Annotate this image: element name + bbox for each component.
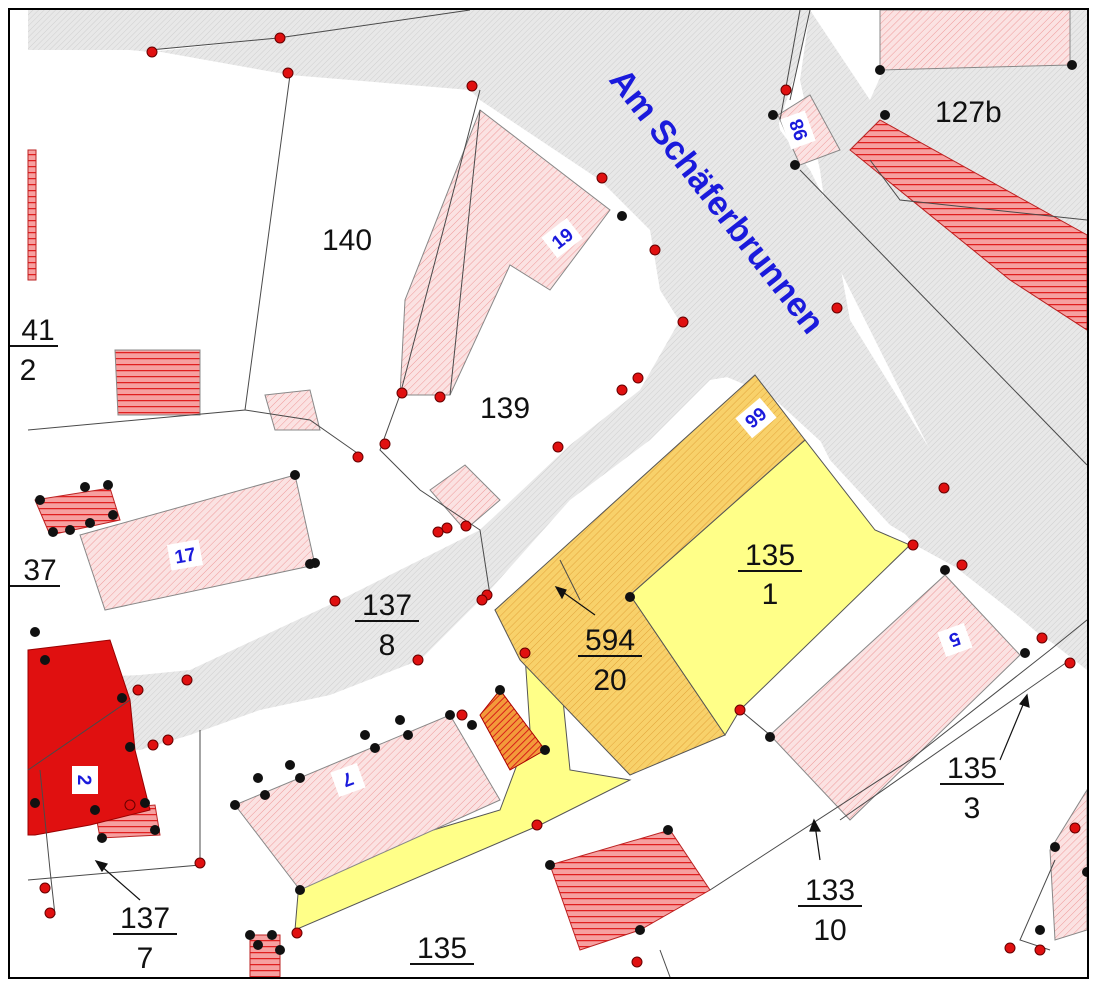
svg-text:7: 7 <box>137 942 154 975</box>
building-right-edge <box>1049 789 1087 941</box>
building-19 <box>399 109 611 396</box>
building-mid-small <box>429 464 501 531</box>
svg-text:3: 3 <box>964 792 981 825</box>
svg-text:2: 2 <box>20 354 37 387</box>
cadastral-map[interactable]: 19 98 66 17 5 7 2 Am Schäferbrunnen 1 <box>10 10 1087 977</box>
parcel-label-135-3: 135 3 <box>940 752 1004 825</box>
reference-arrows <box>94 586 1030 901</box>
building-top-right <box>879 10 1071 71</box>
house-number-2: 2 <box>73 775 94 786</box>
building-bottom-mid <box>549 829 711 951</box>
road-top <box>28 10 1087 665</box>
buildings-red-hatched <box>27 119 1087 977</box>
house-number-17: 17 <box>173 544 197 568</box>
svg-text:8: 8 <box>379 629 396 662</box>
parcel-label-127b: 127b <box>935 96 1002 129</box>
svg-text:135: 135 <box>417 932 467 965</box>
road-left-upper <box>28 10 470 50</box>
road-main-diagonal <box>28 10 1087 750</box>
parcel-label-37-left: 37 <box>23 554 56 587</box>
building-2-internal-line <box>27 699 131 771</box>
parcel-label-41-left: 41 2 <box>10 314 58 387</box>
svg-text:41: 41 <box>21 314 54 347</box>
svg-text:137: 137 <box>362 589 412 622</box>
svg-text:137: 137 <box>120 902 170 935</box>
building-2-solid <box>27 639 151 836</box>
svg-text:20: 20 <box>593 664 626 697</box>
svg-text:594: 594 <box>585 624 635 657</box>
parcel-594-20-area <box>494 374 806 776</box>
svg-text:3: 3 <box>434 972 451 977</box>
parcel-label-139: 139 <box>480 392 530 425</box>
svg-text:135: 135 <box>947 752 997 785</box>
cadastral-map-frame: 19 98 66 17 5 7 2 Am Schäferbrunnen 1 <box>8 8 1089 979</box>
building-bottom-small <box>249 934 281 977</box>
parcel-label-140: 140 <box>322 224 372 257</box>
building-127b <box>849 119 1087 331</box>
building-left-square <box>114 349 201 416</box>
parcel-label-594-20: 594 20 <box>578 624 642 697</box>
parcel-label-135-1: 135 1 <box>738 539 802 611</box>
boundary-points-red <box>39 32 1081 968</box>
svg-text:1: 1 <box>762 578 779 611</box>
svg-text:135: 135 <box>745 539 795 572</box>
house-number-labels: 19 98 66 17 5 7 2 <box>72 110 973 798</box>
parcel-label-137-7: 137 7 <box>113 902 177 975</box>
parcel-labels: 127b 140 139 135 1 594 20 137 8 135 3 13… <box>10 96 1004 977</box>
boundary-points-black <box>30 60 1087 955</box>
highlighted-parcels <box>294 374 911 931</box>
parcel-label-133-10: 133 10 <box>798 874 862 947</box>
building-small-mid <box>264 389 321 431</box>
svg-text:133: 133 <box>805 874 855 907</box>
road-network <box>28 10 1087 750</box>
parcel-label-135-bottom: 135 3 <box>410 932 474 977</box>
svg-text:10: 10 <box>813 914 846 947</box>
building-left-strip <box>27 149 37 281</box>
parcel-label-137-8: 137 8 <box>355 589 419 662</box>
